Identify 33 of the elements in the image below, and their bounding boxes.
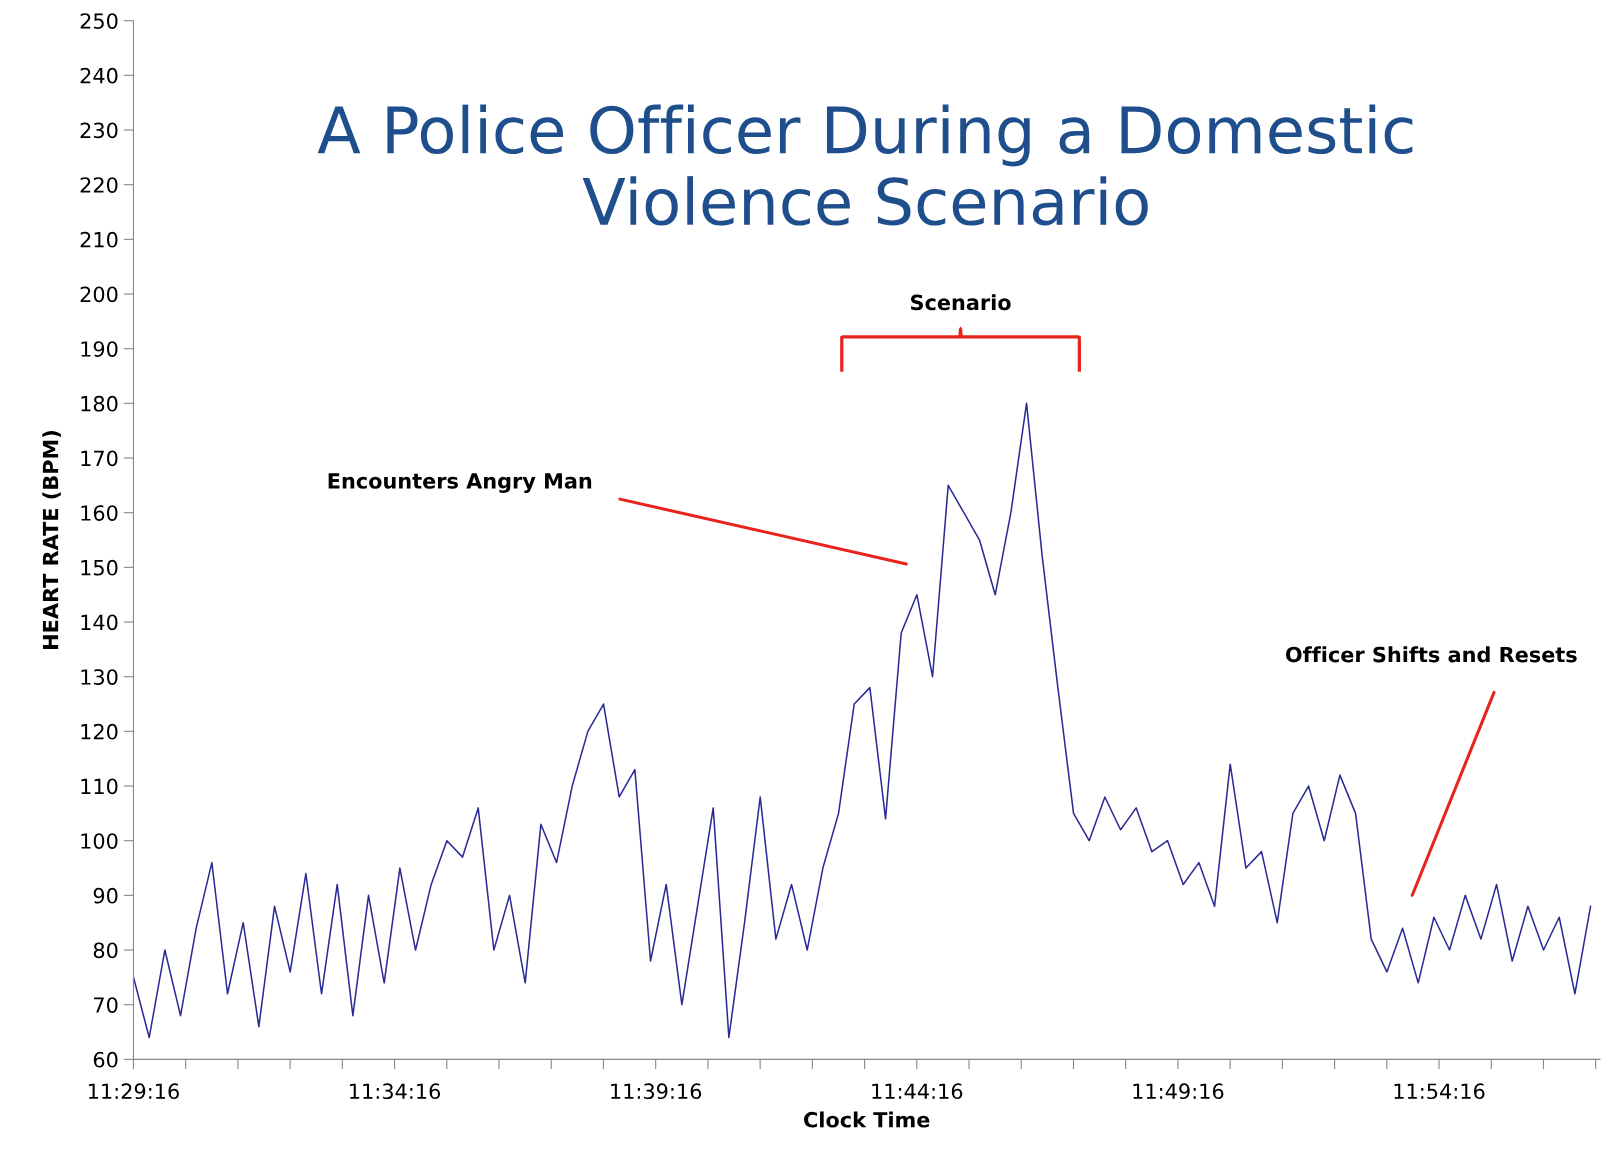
x-tick-label: 11:54:16 [1394, 1083, 1485, 1100]
y-tick-label: 190 [81, 341, 118, 357]
y-tick-label: 200 [80, 286, 118, 303]
y-tick-label: 100 [81, 833, 118, 849]
annotation: Officer Shifts and Resets [1285, 646, 1577, 663]
y-tick-label: 140 [81, 614, 118, 631]
x-tick-label: 11:29:16 [88, 1083, 179, 1100]
x-tick-label: 11:39:16 [611, 1083, 702, 1100]
y-tick-label: 130 [81, 669, 118, 685]
text: A Police Officer During a Domestic Violence Scenario [317, 104, 1413, 226]
y-tick-label: 170 [81, 450, 118, 467]
x-axis-title: Clock Time [804, 1111, 930, 1128]
y-tick-label: 80 [93, 942, 118, 959]
y-tick-label: 250 [80, 13, 118, 29]
x-tick-label: 11:44:16 [872, 1083, 963, 1100]
y-tick-label: 160 [81, 505, 118, 521]
y-tick-label: 180 [81, 395, 118, 412]
annotation: Encounters Angry Man [328, 473, 592, 493]
x-tick-label: 11:49:16 [1133, 1083, 1224, 1100]
y-tick-label: 220 [80, 177, 118, 193]
annotation: Scenario [911, 294, 1011, 311]
y-tick-label: 120 [81, 723, 118, 740]
y-tick-label: 70 [94, 997, 118, 1013]
x-tick-label: 11:34:16 [350, 1083, 441, 1100]
y-tick-label: 60 [93, 1051, 118, 1068]
y-tick-label: 110 [81, 778, 118, 795]
y-tick-label: 210 [80, 231, 118, 248]
y-tick-label: 90 [93, 887, 118, 904]
y-tick-label: 240 [80, 67, 118, 84]
y-axis-title: HEART RATE (BPM) [42, 431, 61, 649]
line-series [133, 402, 1592, 1039]
y-tick-label: 150 [81, 559, 118, 576]
y-tick-label: 230 [80, 122, 118, 139]
